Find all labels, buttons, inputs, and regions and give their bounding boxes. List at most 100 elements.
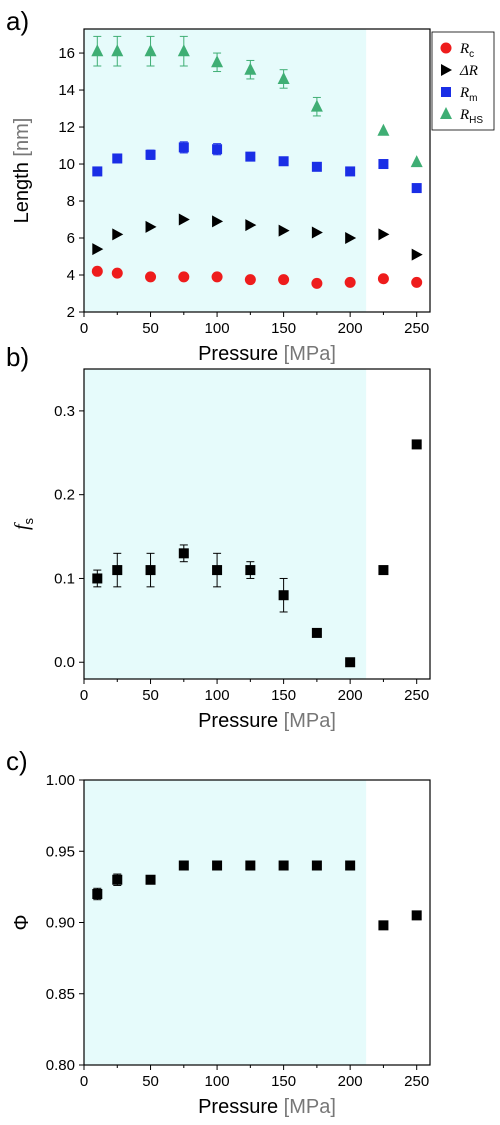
panel-c: 0 50 100 150 200 250 0.80 0.85 0.90 0.95 1.00 Press…	[6, 746, 431, 1118]
data-point	[278, 274, 290, 286]
axes-frame	[83, 368, 431, 680]
data-point	[111, 44, 124, 57]
axes-frame	[83, 28, 431, 313]
data-point	[91, 265, 103, 277]
y-tick-label: 8	[67, 193, 75, 210]
series-3	[91, 35, 423, 168]
y-tick-label: 0.0	[54, 654, 75, 671]
x-axis-unit: [MPa]	[284, 710, 336, 732]
data-point	[245, 860, 256, 871]
data-point	[278, 860, 289, 871]
legend-marker	[440, 42, 452, 54]
legend-label: Rm	[459, 85, 478, 104]
data-point	[345, 657, 356, 668]
data-point	[311, 161, 322, 172]
legend-label-main: R	[459, 85, 469, 101]
x-tick-label: 100	[205, 687, 230, 704]
data-point	[211, 271, 223, 283]
data-point	[212, 144, 223, 155]
data-point	[311, 226, 323, 239]
series-2	[92, 141, 422, 194]
data-point	[145, 271, 157, 283]
data-point	[177, 44, 190, 57]
data-point	[410, 155, 423, 168]
x-tick-label: 250	[404, 687, 429, 704]
y-tick-label: 0.1	[54, 570, 75, 587]
data-point	[211, 55, 224, 68]
legend-label-sub: HS	[469, 115, 483, 126]
panel-label: a)	[6, 6, 29, 36]
x-tick-label: 50	[142, 1073, 159, 1090]
data-point	[311, 860, 322, 871]
data-point	[377, 273, 389, 285]
y-tick-label: 10	[58, 156, 75, 173]
data-point	[178, 548, 189, 559]
data-point	[178, 142, 189, 153]
data-point	[244, 62, 257, 75]
x-tick-label: 150	[271, 1073, 296, 1090]
legend-label-main: R	[459, 107, 469, 123]
series-0	[92, 860, 422, 931]
data-point	[245, 151, 256, 162]
data-point	[378, 565, 389, 576]
data-point	[310, 99, 323, 112]
y-tick-label: 2	[67, 304, 75, 321]
data-point	[244, 274, 256, 286]
series-1	[92, 213, 423, 261]
data-point	[112, 153, 123, 164]
y-tick-label: 6	[67, 230, 75, 247]
x-tick-label: 50	[142, 320, 159, 337]
series-0	[91, 265, 423, 289]
y-axis-label: Length	[11, 157, 33, 224]
x-tick-label: 0	[80, 687, 88, 704]
x-tick-label: 0	[80, 320, 88, 337]
legend-marker	[440, 107, 452, 119]
shaded-region	[84, 780, 367, 1065]
x-tick-label: 250	[404, 1073, 429, 1090]
data-point	[112, 874, 123, 885]
y-tick-label: 14	[58, 82, 75, 99]
y-tick-label: 0.85	[46, 986, 75, 1003]
data-point	[411, 910, 422, 921]
y-axis-label: f	[11, 522, 33, 530]
data-point	[92, 889, 103, 899]
x-tick-label: 200	[338, 320, 363, 337]
x-tick-label: 150	[271, 320, 296, 337]
shaded-region	[84, 29, 367, 312]
legend-label: Rc	[459, 41, 474, 60]
x-axis-label: Pressure	[198, 343, 284, 365]
data-point	[145, 874, 156, 885]
y-tick-label: 12	[58, 119, 75, 136]
data-point	[377, 123, 390, 136]
data-point	[111, 267, 123, 279]
y-axis-label: Φ	[11, 915, 33, 931]
y-tick-label: 0.2	[54, 487, 75, 504]
data-point	[112, 228, 124, 241]
legend-marker	[441, 64, 452, 76]
y-tick-label: 16	[58, 45, 75, 62]
legend-label: RHS	[459, 107, 483, 126]
y-axis-unit: [nm]	[11, 118, 33, 157]
data-point	[411, 276, 423, 288]
x-tick-label: 200	[338, 687, 363, 704]
legend-label: ΔR	[459, 63, 478, 79]
x-tick-label: 150	[271, 687, 296, 704]
data-point	[92, 573, 103, 584]
y-tick-label: 4	[67, 267, 75, 284]
data-point	[378, 159, 389, 170]
data-point	[245, 565, 256, 576]
x-axis-unit: [MPa]	[284, 1096, 336, 1118]
x-tick-label: 100	[205, 320, 230, 337]
legend-label-main: R	[459, 41, 469, 57]
y-axis-label-sub: s	[21, 517, 36, 524]
x-tick-label: 200	[338, 1073, 363, 1090]
x-tick-label: 100	[205, 1073, 230, 1090]
y-tick-label: 0.90	[46, 915, 75, 932]
data-point	[212, 565, 223, 576]
data-point	[178, 213, 190, 226]
panel-label: b)	[6, 342, 29, 372]
panel-a: 0 50 100 150 200 250 2 4 6 8 10 12 14 16 Pressure [MPa…	[6, 6, 495, 365]
legend-label-sub: c	[469, 49, 474, 60]
data-point	[178, 860, 189, 871]
